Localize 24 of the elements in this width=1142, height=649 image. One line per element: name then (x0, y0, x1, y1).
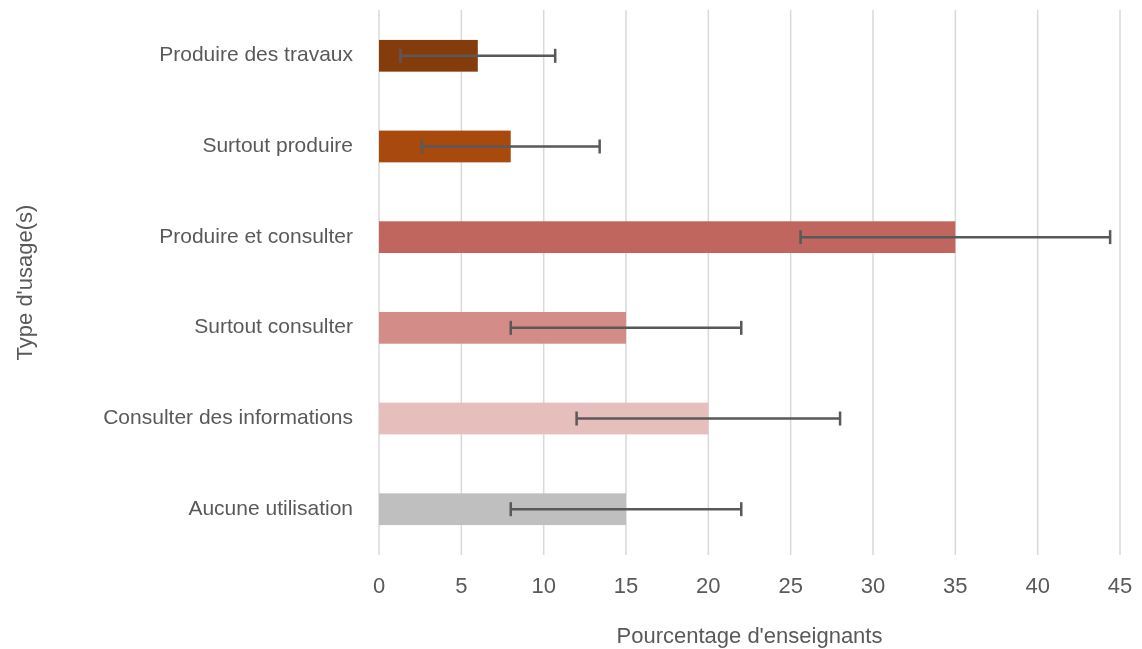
x-tick-label: 15 (613, 573, 639, 598)
x-tick-label: 20 (696, 573, 721, 598)
x-tick-label: 5 (455, 573, 468, 598)
y-axis-title: Type d'usage(s) (12, 204, 37, 361)
bar (379, 311, 626, 344)
y-tick-label: Surtout consulter (194, 314, 353, 338)
x-tick-label: 35 (943, 573, 968, 598)
x-tick-label: 40 (1025, 573, 1050, 598)
y-tick-label: Produire des travaux (159, 42, 354, 66)
y-tick-label: Produire et consulter (159, 223, 353, 247)
bar (379, 130, 511, 163)
x-tick-label: 10 (531, 573, 556, 598)
x-tick-label: 30 (860, 573, 886, 598)
y-tick-label: Aucune utilisation (188, 495, 353, 519)
x-tick-label: 0 (372, 573, 386, 598)
bar (379, 39, 478, 72)
x-axis-title: Pourcentage d'enseignants (616, 623, 883, 648)
x-tick-label: 25 (778, 573, 803, 598)
bar (379, 402, 709, 435)
y-tick-label: Consulter des informations (103, 405, 353, 429)
x-tick-label: 45 (1107, 573, 1133, 598)
bar (379, 221, 956, 254)
bar (379, 493, 626, 526)
y-tick-label: Surtout produire (202, 133, 353, 157)
